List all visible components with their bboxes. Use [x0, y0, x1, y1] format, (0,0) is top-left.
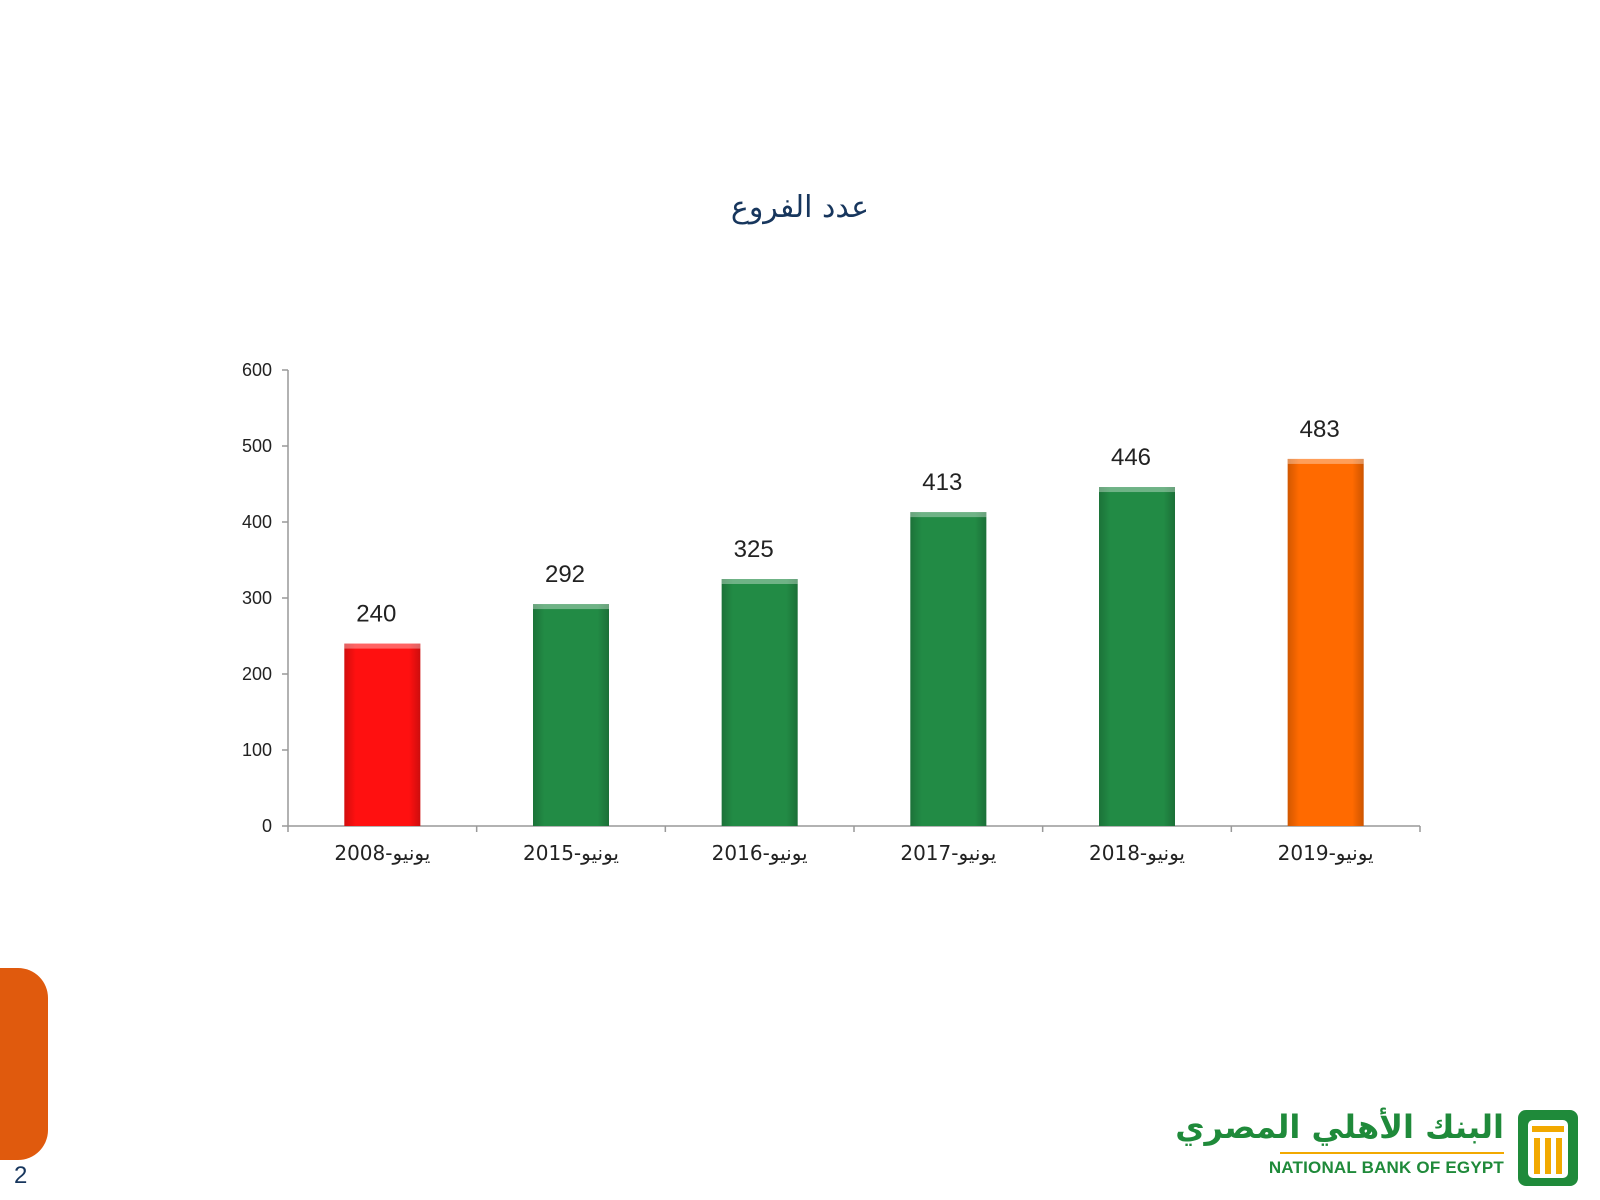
y-tick-label: 0 [262, 816, 272, 836]
bar-highlight [721, 579, 798, 584]
bank-logo: البنك الأهلي المصري NATIONAL BANK OF EGY… [1175, 1108, 1580, 1188]
x-tick-label: يونيو-2018 [1089, 841, 1185, 865]
data-label: 483 [1300, 416, 1340, 443]
y-tick-label: 600 [242, 360, 272, 380]
data-label: 240 [356, 601, 396, 628]
chart-title: عدد الفروع [730, 190, 870, 225]
data-labels: 240 292 325 413 446 483 [356, 416, 1339, 628]
bar-highlight [1287, 458, 1364, 464]
bar-shade [1099, 487, 1175, 826]
data-label: 292 [545, 561, 585, 588]
bank-emblem-icon [1518, 1110, 1578, 1186]
bars [344, 458, 1364, 826]
y-tick-label: 100 [242, 740, 272, 760]
bar-highlight [533, 604, 609, 610]
bar-4 [910, 512, 987, 826]
bar-shade [721, 579, 798, 826]
data-label: 413 [922, 469, 962, 496]
y-tick-label: 200 [242, 664, 272, 684]
x-axis: يونيو-2008 يونيو-2015 يونيو-2016 يونيو-2017… [287, 825, 1421, 865]
logo-arabic-name: البنك الأهلي المصري [1175, 1108, 1504, 1146]
x-tick-label: يونيو-2016 [712, 841, 808, 865]
page-number: 2 [14, 1162, 28, 1189]
bar-1 [344, 643, 421, 826]
bar-6 [1287, 458, 1364, 826]
bar-highlight [910, 512, 987, 518]
bar-shade [910, 512, 987, 826]
bar-shade [344, 643, 421, 826]
bar-shade [1287, 458, 1364, 826]
y-axis: 0 100 200 300 400 500 600 [242, 360, 289, 836]
bar-3 [721, 579, 798, 826]
logo-rule [1280, 1152, 1504, 1154]
bar-highlight [1099, 487, 1175, 493]
bar-5 [1099, 487, 1175, 826]
bar-highlight [344, 643, 421, 649]
bar-shade [533, 604, 609, 826]
y-tick-label: 500 [242, 436, 272, 456]
x-tick-label: يونيو-2008 [334, 841, 430, 865]
x-tick-label: يونيو-2017 [900, 841, 996, 865]
logo-english-name: NATIONAL BANK OF EGYPT [1268, 1158, 1504, 1177]
data-label: 446 [1111, 444, 1151, 471]
bar-2 [533, 604, 609, 826]
y-tick-label: 400 [242, 512, 272, 532]
x-tick-label: يونيو-2015 [523, 841, 619, 865]
x-tick-label: يونيو-2019 [1278, 841, 1374, 865]
y-tick-label: 300 [242, 588, 272, 608]
side-tab [0, 968, 48, 1160]
data-label: 325 [734, 536, 774, 563]
